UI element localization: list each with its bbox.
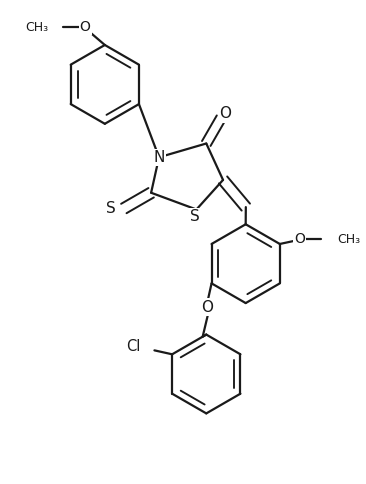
Text: O: O	[294, 232, 305, 246]
Text: CH₃: CH₃	[26, 21, 49, 34]
Text: S: S	[106, 201, 116, 216]
Text: O: O	[80, 20, 90, 34]
Text: O: O	[202, 300, 214, 315]
Text: N: N	[153, 150, 165, 165]
Text: O: O	[219, 106, 231, 121]
Text: Cl: Cl	[126, 339, 141, 354]
Text: CH₃: CH₃	[337, 232, 360, 245]
Text: S: S	[190, 209, 199, 224]
